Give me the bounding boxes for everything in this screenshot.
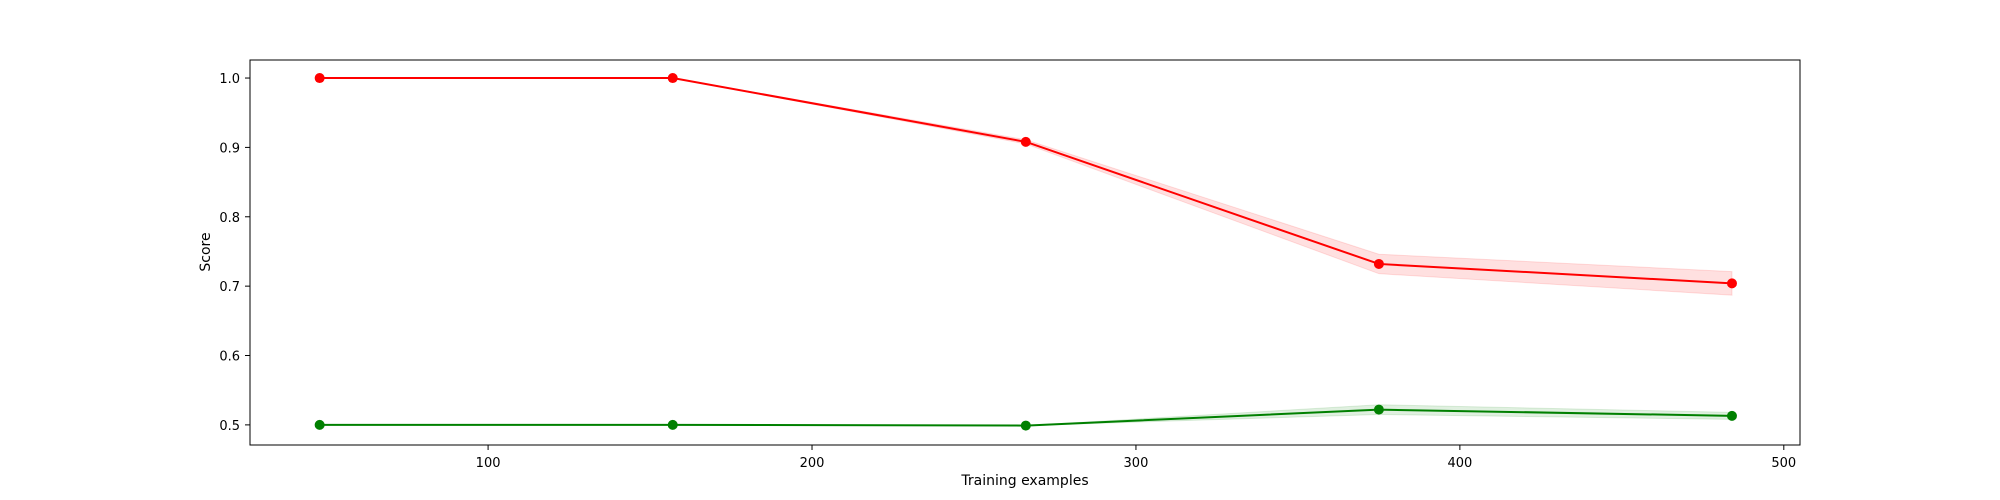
x-axis-ticks: 100 200 300 400 500 [476, 445, 1796, 471]
y-tick-label: 0.9 [219, 141, 240, 156]
series-1-point [314, 419, 325, 430]
series-0-point [1020, 136, 1031, 147]
x-tick-label: 400 [1447, 456, 1472, 471]
y-axis-label: Score [198, 232, 214, 271]
series-points [314, 73, 1737, 431]
y-tick-label: 0.7 [219, 280, 240, 295]
y-tick-label: 1.0 [219, 72, 240, 87]
series-1-point [1373, 404, 1384, 415]
x-axis-label: Training examples [960, 473, 1088, 489]
y-axis-ticks: 0.5 0.6 0.7 0.8 0.9 1.0 [219, 72, 250, 434]
x-tick-label: 500 [1771, 456, 1796, 471]
y-tick-label: 0.6 [219, 350, 240, 365]
y-tick-label: 0.8 [219, 211, 240, 226]
series-0-point [1726, 278, 1737, 289]
series-1-point [667, 419, 678, 430]
y-tick-label: 0.5 [219, 419, 240, 434]
plot-frame [249, 59, 1801, 446]
series-1-point [1726, 410, 1737, 421]
series-0-point [667, 73, 678, 84]
series-0-point [314, 73, 325, 84]
x-tick-label: 100 [476, 456, 501, 471]
series-0-point [1373, 258, 1384, 269]
x-tick-label: 200 [800, 456, 825, 471]
x-tick-label: 300 [1124, 456, 1149, 471]
series-1-point [1020, 420, 1031, 431]
